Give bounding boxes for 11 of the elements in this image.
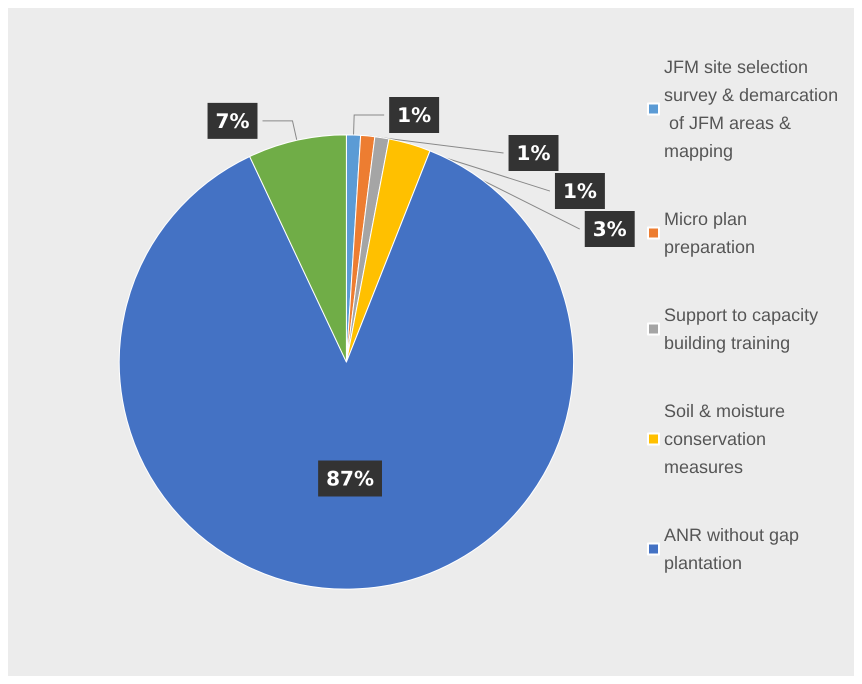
data-label: 3% (592, 217, 627, 242)
data-label: 1% (516, 141, 551, 166)
legend-label: JFM site selection survey & demarcation of JFM areas & mapping (664, 57, 838, 161)
data-label: 7% (216, 108, 250, 133)
data-label: 1% (397, 103, 432, 128)
data-label: 1% (562, 179, 597, 204)
legend-label: ANR without gap plantation (664, 525, 804, 573)
legend-label: Soil & moisture conservation measures (664, 401, 790, 477)
legend-label: Micro plan preparation (664, 209, 756, 257)
legend-label: Support to capacity building training (664, 305, 824, 353)
data-label: 87% (326, 466, 374, 491)
